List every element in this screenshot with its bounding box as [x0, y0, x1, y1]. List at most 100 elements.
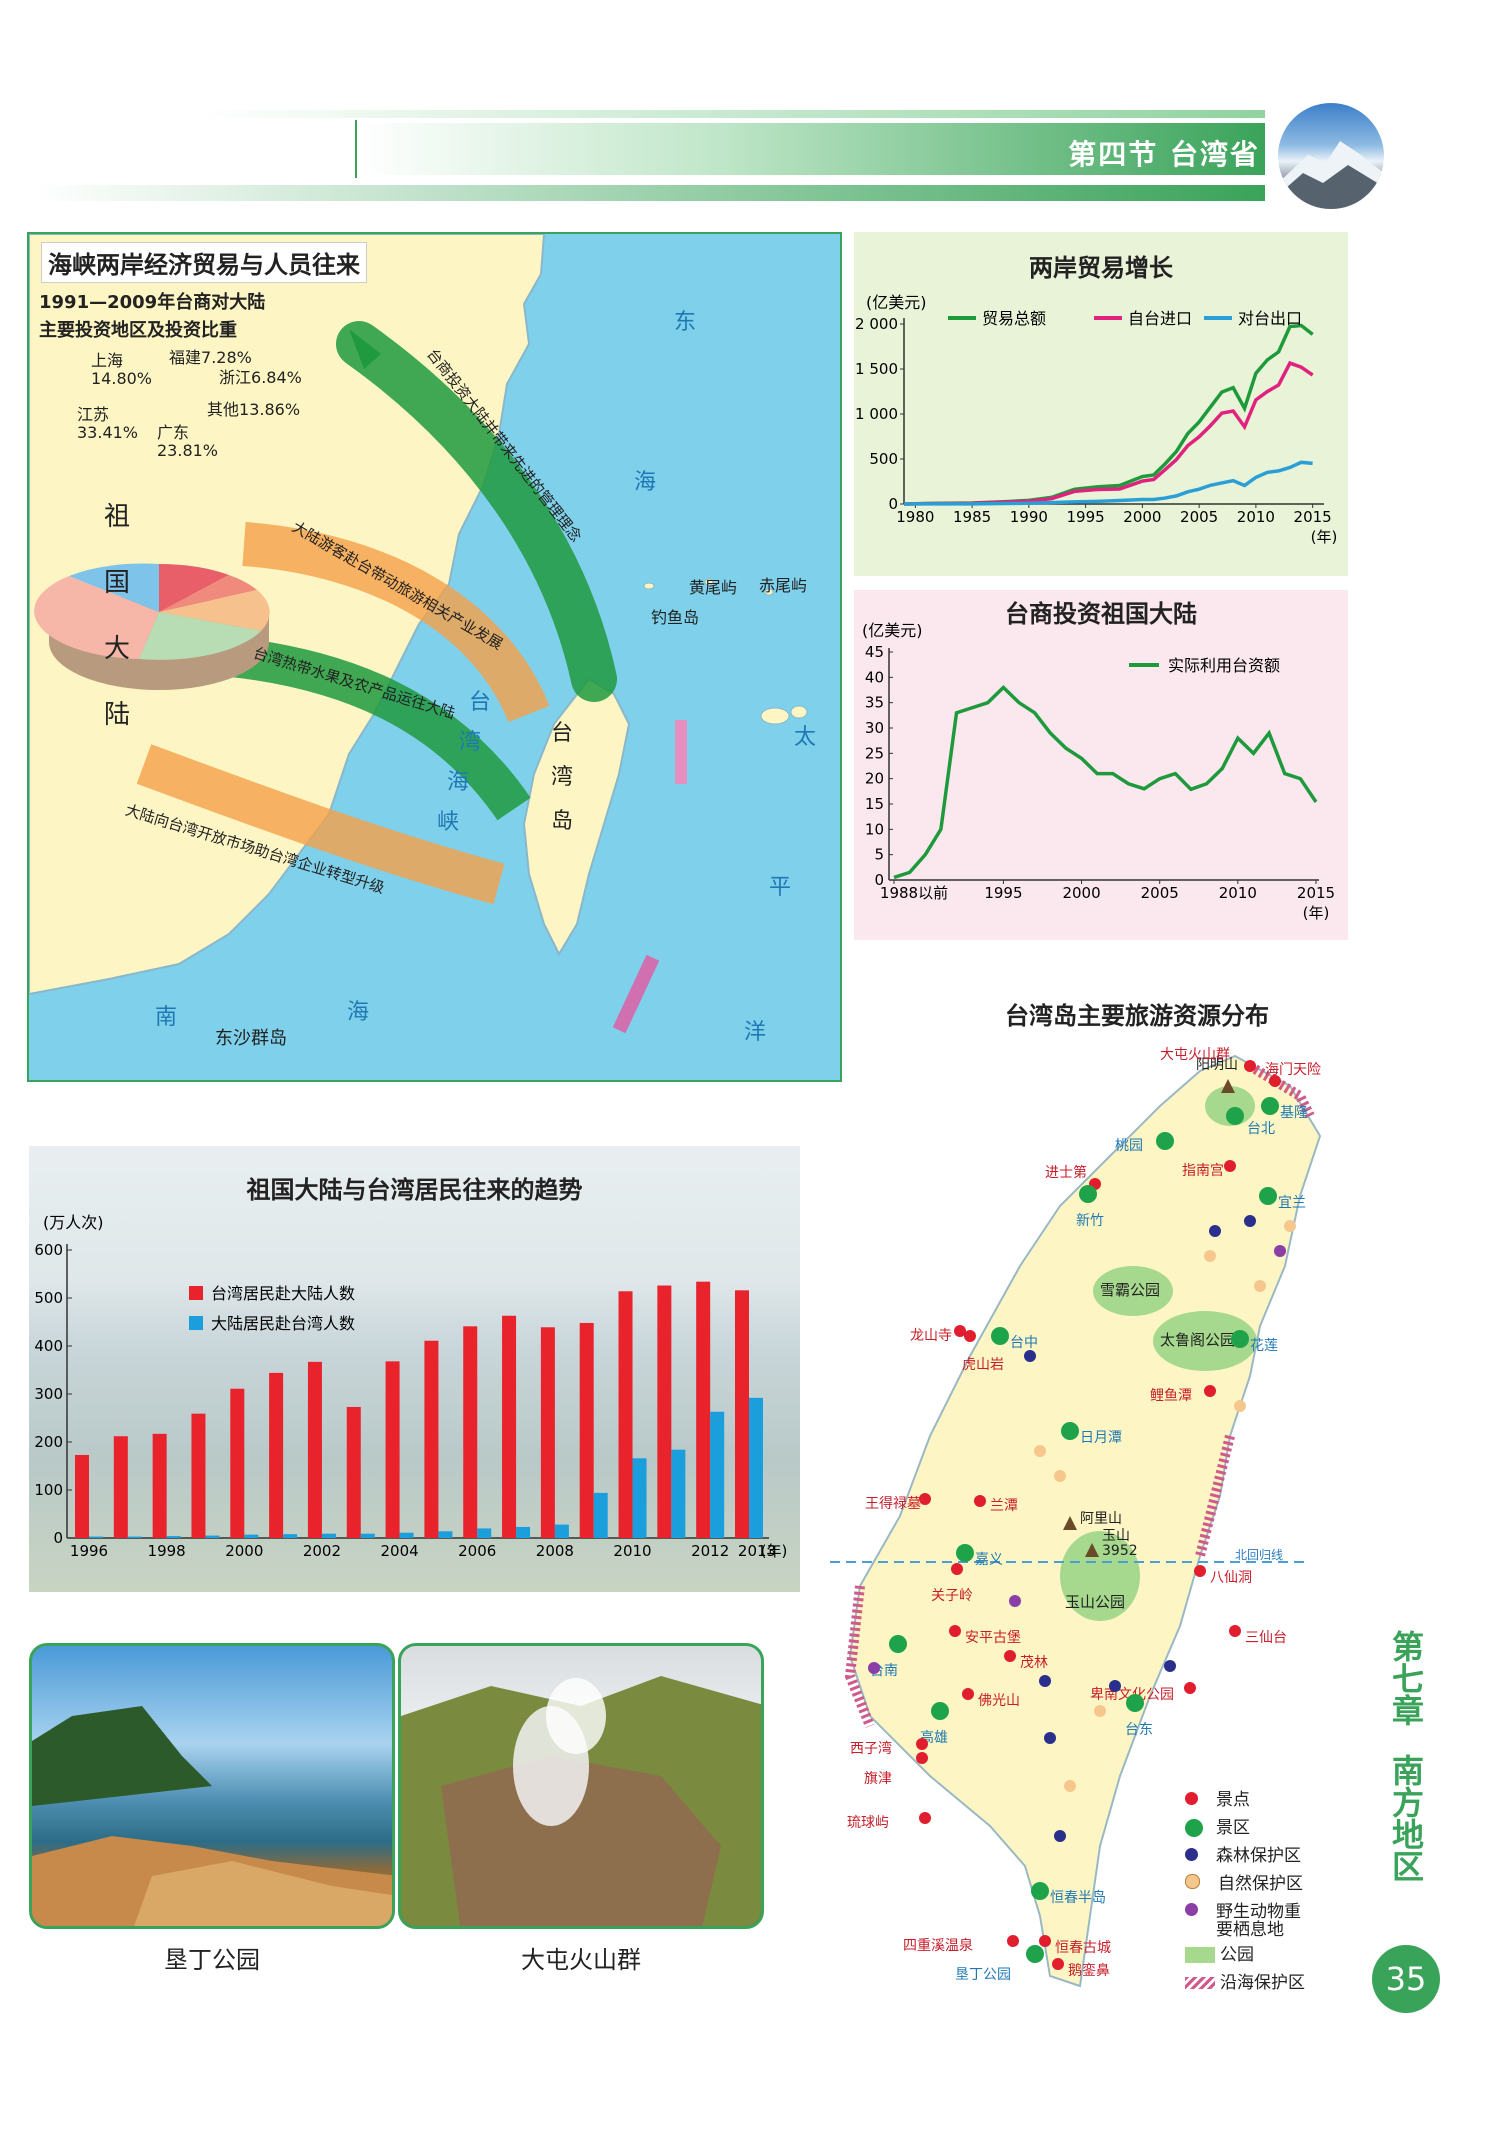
- arrow-investment: [336, 321, 617, 702]
- reserve-marker: [1024, 1350, 1036, 1362]
- arrow-market: [136, 744, 505, 905]
- x-tick-label: 1998: [148, 1542, 186, 1560]
- x-tick-label: 1988以前: [880, 884, 948, 902]
- y-tick-label: 600: [34, 1241, 63, 1259]
- tourism-places: 大屯火山群 海门天险 基隆 台北 桃园 指南宫 进士第 新竹 宜兰 龙山寺 台中 虎山岩 花莲 鲤鱼潭 日月…: [830, 996, 1390, 2026]
- x-tick-label: 1995: [984, 884, 1022, 902]
- bar-taiwan-2013: [735, 1290, 749, 1538]
- place-label: 四重溪温泉: [903, 1938, 973, 1954]
- x-tick-label: 2013: [738, 1542, 776, 1560]
- tourism-map: 台湾岛主要旅游资源分布 雪霸公园 太鲁阁公园 玉山公园 阿里山 玉山 3952 阳…: [830, 996, 1390, 2026]
- reserve-marker: [1054, 1830, 1066, 1842]
- y-axis-unit: (亿美元): [866, 293, 927, 312]
- y-tick-label: 1 000: [855, 405, 898, 423]
- pie-slice-zhejiang: [159, 575, 257, 612]
- scenic-area-marker: [1031, 1882, 1049, 1900]
- chapter-tab: 第七章 南方地区: [1382, 1630, 1430, 1882]
- scenic-spot-marker: [1269, 1075, 1281, 1087]
- bar-taiwan-2002: [307, 1361, 322, 1538]
- coastal-protection: [1247, 1061, 1315, 1119]
- tourism-map-svg: [830, 1054, 1322, 1988]
- x-tick-label: 2002: [303, 1542, 341, 1560]
- scenic-spot-marker: [916, 1752, 928, 1764]
- reserve-marker: [1204, 1250, 1216, 1262]
- legend-label-1: 自台进口: [1128, 309, 1192, 328]
- chiwei-label: 赤尾屿: [759, 576, 808, 595]
- bar-mainland-2010: [632, 1458, 647, 1538]
- y-tick-label: 500: [869, 450, 898, 468]
- legend-swatch-0: [189, 1286, 203, 1300]
- place-label: 西子湾: [850, 1741, 892, 1757]
- reserve-marker: [1039, 1675, 1051, 1687]
- bar-taiwan-2009: [579, 1322, 594, 1538]
- x-axis-unit: (年): [1303, 904, 1330, 922]
- photo-datun: [398, 1643, 764, 1929]
- bar-taiwan-2005: [424, 1340, 439, 1538]
- x-tick-label: 2012: [691, 1542, 729, 1560]
- reserve-marker: [1034, 1445, 1046, 1457]
- peak-alishan-icon: [1063, 1516, 1077, 1530]
- tourism-map-title: 台湾岛主要旅游资源分布: [1005, 1002, 1269, 1030]
- taiwan-shape: [522, 677, 631, 957]
- bar-mainland-2013: [749, 1397, 763, 1538]
- y-tick-label: 40: [865, 668, 884, 686]
- reserve-marker: [1109, 1680, 1121, 1692]
- scenic-spot-marker: [916, 1738, 928, 1750]
- legend-label-0: 贸易总额: [982, 309, 1046, 328]
- peak-label-yangming: 阳明山: [1196, 1057, 1238, 1073]
- y-tick-label: 2 000: [855, 315, 898, 333]
- place-label: 台中: [1010, 1335, 1038, 1351]
- y-tick-label: 400: [34, 1337, 63, 1355]
- y-tick-label: 100: [34, 1481, 63, 1499]
- coastal-protection: [844, 1585, 875, 1728]
- x-tick-label: 2005: [1141, 884, 1179, 902]
- island-shape: [790, 705, 808, 719]
- reserve-marker: [1094, 1705, 1106, 1717]
- x-axis-unit: (年): [1311, 528, 1338, 546]
- park-taroko: [1153, 1311, 1257, 1371]
- place-label: 垦丁公园: [955, 1967, 1011, 1983]
- scenic-area-marker: [1231, 1330, 1249, 1348]
- legend-label-0: 台湾居民赴大陆人数: [211, 1284, 355, 1303]
- pie-slice-jiangsu: [34, 576, 159, 659]
- x-tick-label: 1995: [1067, 508, 1105, 526]
- reserve-marker: [1164, 1660, 1176, 1672]
- reserve-marker: [1274, 1245, 1286, 1257]
- boundary-mark: [675, 720, 687, 784]
- reserve-marker: [1209, 1225, 1221, 1237]
- y-tick-label: 15: [865, 795, 884, 813]
- pie-slice-guangdong: [139, 612, 261, 660]
- reserve-marker: [868, 1662, 880, 1674]
- reserve-marker: [1244, 1215, 1256, 1227]
- pie-label-guangdong: 广东 23.81%: [157, 423, 219, 460]
- bar-mainland-2011: [671, 1449, 686, 1538]
- scenic-area-marker: [931, 1702, 949, 1720]
- pie-label-zhejiang: 浙江6.84%: [219, 368, 302, 387]
- y-tick-label: 1 500: [855, 360, 898, 378]
- scenic-area-marker: [1261, 1097, 1279, 1115]
- scenic-spot-marker: [1007, 1935, 1019, 1947]
- y-tick-label: 300: [34, 1385, 63, 1403]
- bar-taiwan-1999: [191, 1413, 206, 1538]
- scenic-area-marker: [1061, 1422, 1079, 1440]
- boundary-mark: [612, 954, 660, 1034]
- caption-datun: 大屯火山群: [521, 1946, 641, 1974]
- legend-park: 公园: [1185, 1941, 1385, 1969]
- bar-mainland-2003: [360, 1533, 375, 1538]
- place-label: 琉球屿: [847, 1815, 889, 1831]
- series-line-0: [893, 685, 1318, 880]
- scenic-spot-marker: [1004, 1650, 1016, 1662]
- scenic-spot-marker: [1184, 1682, 1196, 1694]
- bar-taiwan-2004: [385, 1361, 400, 1538]
- x-tick-label: 1996: [70, 1542, 108, 1560]
- datun-scene: [401, 1676, 761, 1926]
- kenting-scene: [32, 1706, 392, 1926]
- x-tick-label: 2000: [1123, 508, 1161, 526]
- x-tick-label: 2015: [1297, 884, 1335, 902]
- photo-kenting: [29, 1643, 395, 1929]
- place-label: 嘉义: [975, 1552, 1003, 1568]
- bar-taiwan-1996: [75, 1454, 89, 1538]
- y-tick-label: 200: [34, 1433, 63, 1451]
- legend-swatch-1: [189, 1316, 203, 1330]
- legend-label-0: 实际利用台资额: [1168, 656, 1280, 675]
